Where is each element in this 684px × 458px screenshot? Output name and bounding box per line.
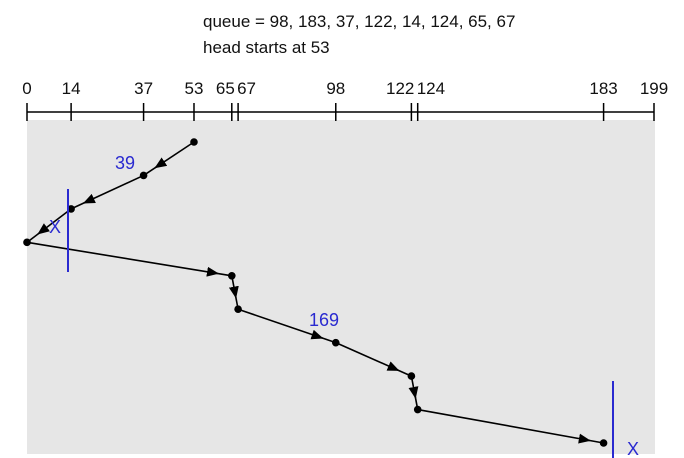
end-x-label: X	[627, 439, 639, 458]
request-point-122	[407, 372, 416, 380]
seek-distance-label-169: 169	[309, 310, 339, 330]
queue-caption: queue = 98, 183, 37, 122, 14, 124, 65, 6…	[203, 12, 515, 31]
path-segment-124-to-183	[417, 408, 604, 444]
request-point-14	[67, 205, 75, 213]
diagram-panel	[27, 120, 655, 454]
path-arrow-67-to-98	[310, 329, 324, 340]
request-point-183	[599, 439, 608, 447]
axis-tick-label-122: 122	[386, 79, 414, 98]
cylinder-axis: 0 14 37 53 65 67 98 122 124 183 199	[22, 79, 668, 121]
axis-tick-label-14: 14	[62, 79, 81, 98]
axis-tick-label-183: 183	[589, 79, 617, 98]
axis-tick-label-67: 67	[237, 79, 256, 98]
turnaround-x-label: X	[49, 217, 61, 237]
axis-tick-label-124: 124	[417, 79, 445, 98]
axis-tick-label-53: 53	[185, 79, 204, 98]
axis-tick-label-98: 98	[326, 79, 345, 98]
axis-tick-label-37: 37	[134, 79, 153, 98]
path-segment-53-to-37	[143, 141, 195, 177]
head-movement-path	[23, 138, 608, 447]
axis-tick-label-199: 199	[640, 79, 668, 98]
request-point-37	[139, 171, 148, 180]
request-point-98	[331, 338, 340, 347]
request-point-0	[23, 238, 31, 247]
axis-tick-label-0: 0	[22, 79, 31, 98]
request-point-124	[413, 405, 422, 414]
request-point-67	[234, 305, 242, 314]
request-point-65	[227, 271, 236, 280]
head-start-caption: head starts at 53	[203, 38, 330, 57]
path-arrow-14-to-0	[37, 223, 50, 235]
path-segment-0-to-65	[26, 241, 232, 277]
seek-distance-label-39: 39	[115, 153, 135, 173]
path-arrow-98-to-122	[386, 361, 400, 372]
path-arrow-37-to-14	[82, 193, 96, 204]
path-arrow-53-to-37	[154, 157, 168, 169]
axis-tick-label-65: 65	[216, 79, 235, 98]
request-point-53	[190, 138, 198, 146]
